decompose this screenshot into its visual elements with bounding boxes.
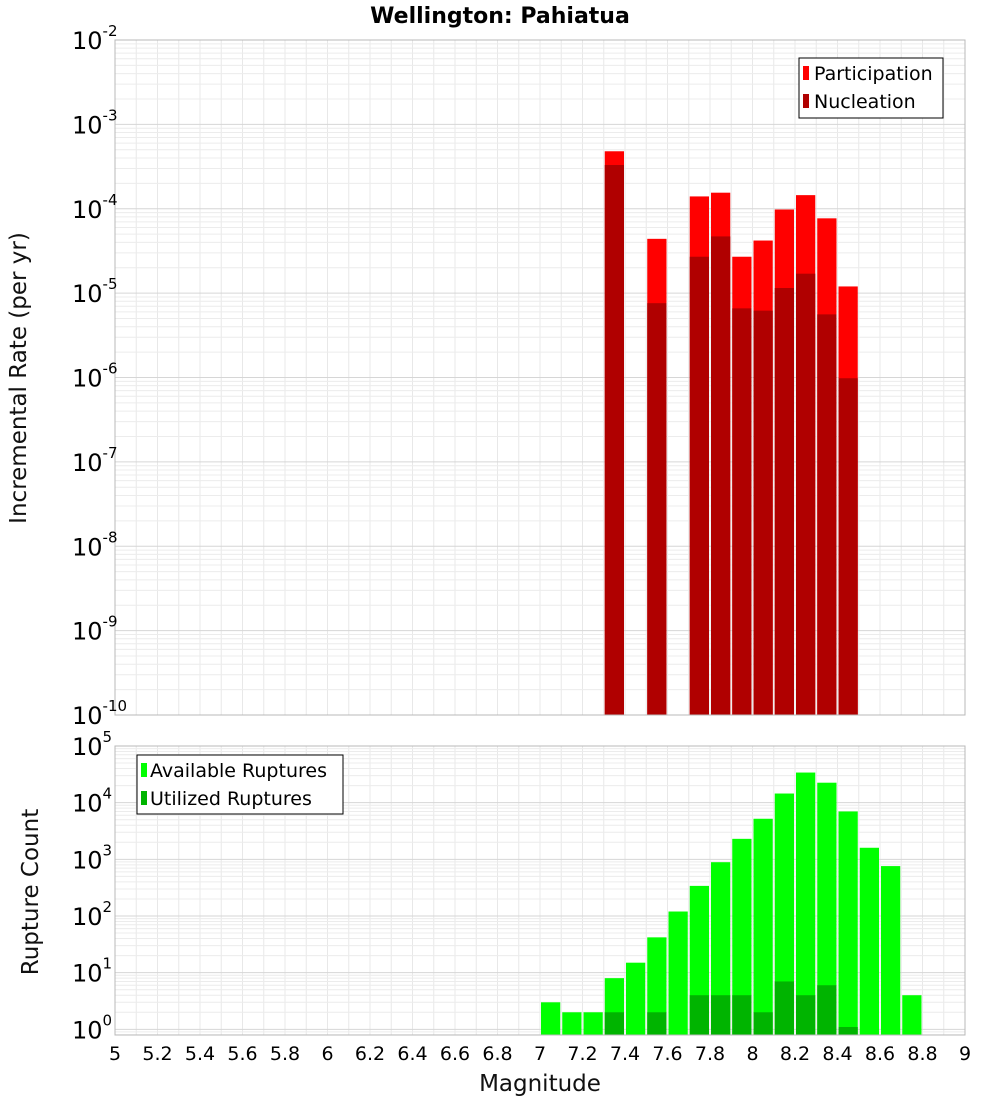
bottom-bar-available-ruptures [541, 1002, 561, 1035]
bottom-bar-available-ruptures [626, 962, 646, 1035]
x-tick-label: 7.6 [652, 1043, 682, 1065]
bottom-y-tick-label: 102 [72, 898, 112, 931]
top-y-tick-label: 10-4 [72, 191, 118, 224]
bottom-legend: Available Ruptures Utilized Ruptures [136, 754, 344, 815]
bottom-x-ticks: 5 5.2 5.4 5.6 5.8 6 6.2 6.4 6.6 6.8 7 7.2 7.4 7.6 7.8 8… [109, 1043, 971, 1065]
top-bar-nucleation [732, 308, 752, 715]
x-tick-label: 5.6 [227, 1043, 257, 1065]
top-y-tick-label: 10-7 [72, 444, 118, 477]
top-y-tick-label: 10-2 [72, 22, 118, 55]
bottom-bar-available-ruptures [838, 811, 858, 1035]
bottom-bar-utilized-ruptures [838, 1026, 858, 1035]
bottom-bar-utilized-ruptures [753, 1012, 773, 1035]
legend-label-participation: Participation [814, 63, 933, 85]
top-y-tick-label: 10-3 [72, 106, 118, 139]
top-legend-box [798, 57, 944, 119]
x-tick-label: 7.4 [610, 1043, 640, 1065]
x-tick-label: 9 [959, 1043, 971, 1065]
top-bar-nucleation [647, 303, 667, 715]
top-bar-nucleation [753, 310, 773, 715]
bottom-legend-box [136, 754, 344, 815]
legend-swatch-available [141, 763, 147, 777]
legend-swatch-utilized [141, 791, 147, 805]
bottom-bar-utilized-ruptures [796, 995, 816, 1035]
x-axis-label: Magnitude [479, 1071, 601, 1097]
top-y-tick-label: 10-10 [72, 697, 127, 730]
x-tick-label: 7.8 [695, 1043, 725, 1065]
bottom-bar-utilized-ruptures [647, 1012, 667, 1035]
bottom-bar-available-ruptures [583, 1012, 603, 1035]
bottom-y-tick-label: 101 [72, 955, 112, 988]
top-bar-nucleation [796, 273, 816, 715]
bottom-y-tick-label: 100 [72, 1011, 112, 1044]
bottom-bar-available-ruptures [732, 838, 752, 1035]
bottom-y-tick-label: 104 [72, 785, 112, 818]
top-y-tick-label: 10-8 [72, 528, 118, 561]
x-tick-label: 8.8 [907, 1043, 937, 1065]
bottom-y-axis-label: Rupture Count [18, 809, 44, 975]
x-tick-label: 5.2 [142, 1043, 172, 1065]
legend-label-nucleation: Nucleation [814, 91, 916, 113]
bottom-y-tick-label: 103 [72, 841, 112, 874]
chart-title: Wellington: Pahiatua [370, 4, 630, 29]
bottom-bar-utilized-ruptures [732, 995, 752, 1035]
x-tick-label: 5.4 [185, 1043, 215, 1065]
legend-label-utilized: Utilized Ruptures [150, 788, 312, 810]
x-tick-label: 6 [321, 1043, 333, 1065]
bottom-bar-available-ruptures [562, 1012, 582, 1035]
bottom-bar-utilized-ruptures [604, 1012, 624, 1035]
bottom-bar-utilized-ruptures [774, 981, 794, 1035]
top-bar-nucleation [774, 288, 794, 715]
bottom-bar-available-ruptures [859, 847, 879, 1035]
bottom-bar-available-ruptures [711, 862, 731, 1035]
top-bar-nucleation [604, 165, 624, 716]
top-bar-nucleation [817, 314, 837, 715]
x-tick-label: 6.8 [482, 1043, 512, 1065]
bottom-bar-available-ruptures [647, 937, 667, 1035]
top-y-tick-label: 10-9 [72, 613, 118, 646]
top-plot-bars [604, 151, 858, 716]
bottom-bar-available-ruptures [796, 772, 816, 1035]
top-legend: Participation Nucleation [798, 57, 944, 119]
x-tick-label: 6.4 [397, 1043, 427, 1065]
bottom-bar-utilized-ruptures [817, 985, 837, 1035]
x-tick-label: 5.8 [270, 1043, 300, 1065]
legend-swatch-participation [803, 66, 809, 80]
x-tick-label: 5 [109, 1043, 121, 1065]
x-tick-label: 7 [534, 1043, 546, 1065]
bottom-bar-available-ruptures [753, 818, 773, 1035]
top-bar-nucleation [838, 378, 858, 715]
x-tick-label: 8.4 [822, 1043, 852, 1065]
top-bar-nucleation [689, 256, 709, 715]
bottom-y-tick-label: 105 [72, 728, 112, 761]
x-tick-label: 6.2 [355, 1043, 385, 1065]
bottom-plot-bars [541, 772, 922, 1035]
top-plot-grid [114, 40, 966, 716]
x-tick-label: 8.2 [780, 1043, 810, 1065]
legend-label-available: Available Ruptures [150, 760, 327, 782]
x-tick-label: 6.6 [440, 1043, 470, 1065]
x-tick-label: 7.2 [567, 1043, 597, 1065]
legend-swatch-nucleation [803, 94, 809, 108]
bottom-bar-available-ruptures [902, 995, 922, 1035]
top-bar-nucleation [711, 236, 731, 715]
top-y-axis-label: Incremental Rate (per yr) [6, 232, 32, 524]
top-y-tick-label: 10-5 [72, 275, 118, 308]
x-tick-label: 8.6 [865, 1043, 895, 1065]
bottom-bar-available-ruptures [817, 782, 837, 1035]
bottom-bar-available-ruptures [774, 793, 794, 1035]
bottom-plot-frame [114, 745, 966, 1036]
bottom-y-ticks: 100 101 102 103 104 105 [72, 728, 112, 1044]
bottom-bar-available-ruptures [881, 866, 901, 1035]
x-tick-label: 8 [746, 1043, 758, 1065]
bottom-bar-available-ruptures [668, 911, 688, 1035]
top-plot-frame [114, 39, 966, 716]
top-y-tick-label: 10-6 [72, 360, 118, 393]
bottom-bar-utilized-ruptures [689, 995, 709, 1035]
bottom-bar-utilized-ruptures [711, 995, 731, 1035]
